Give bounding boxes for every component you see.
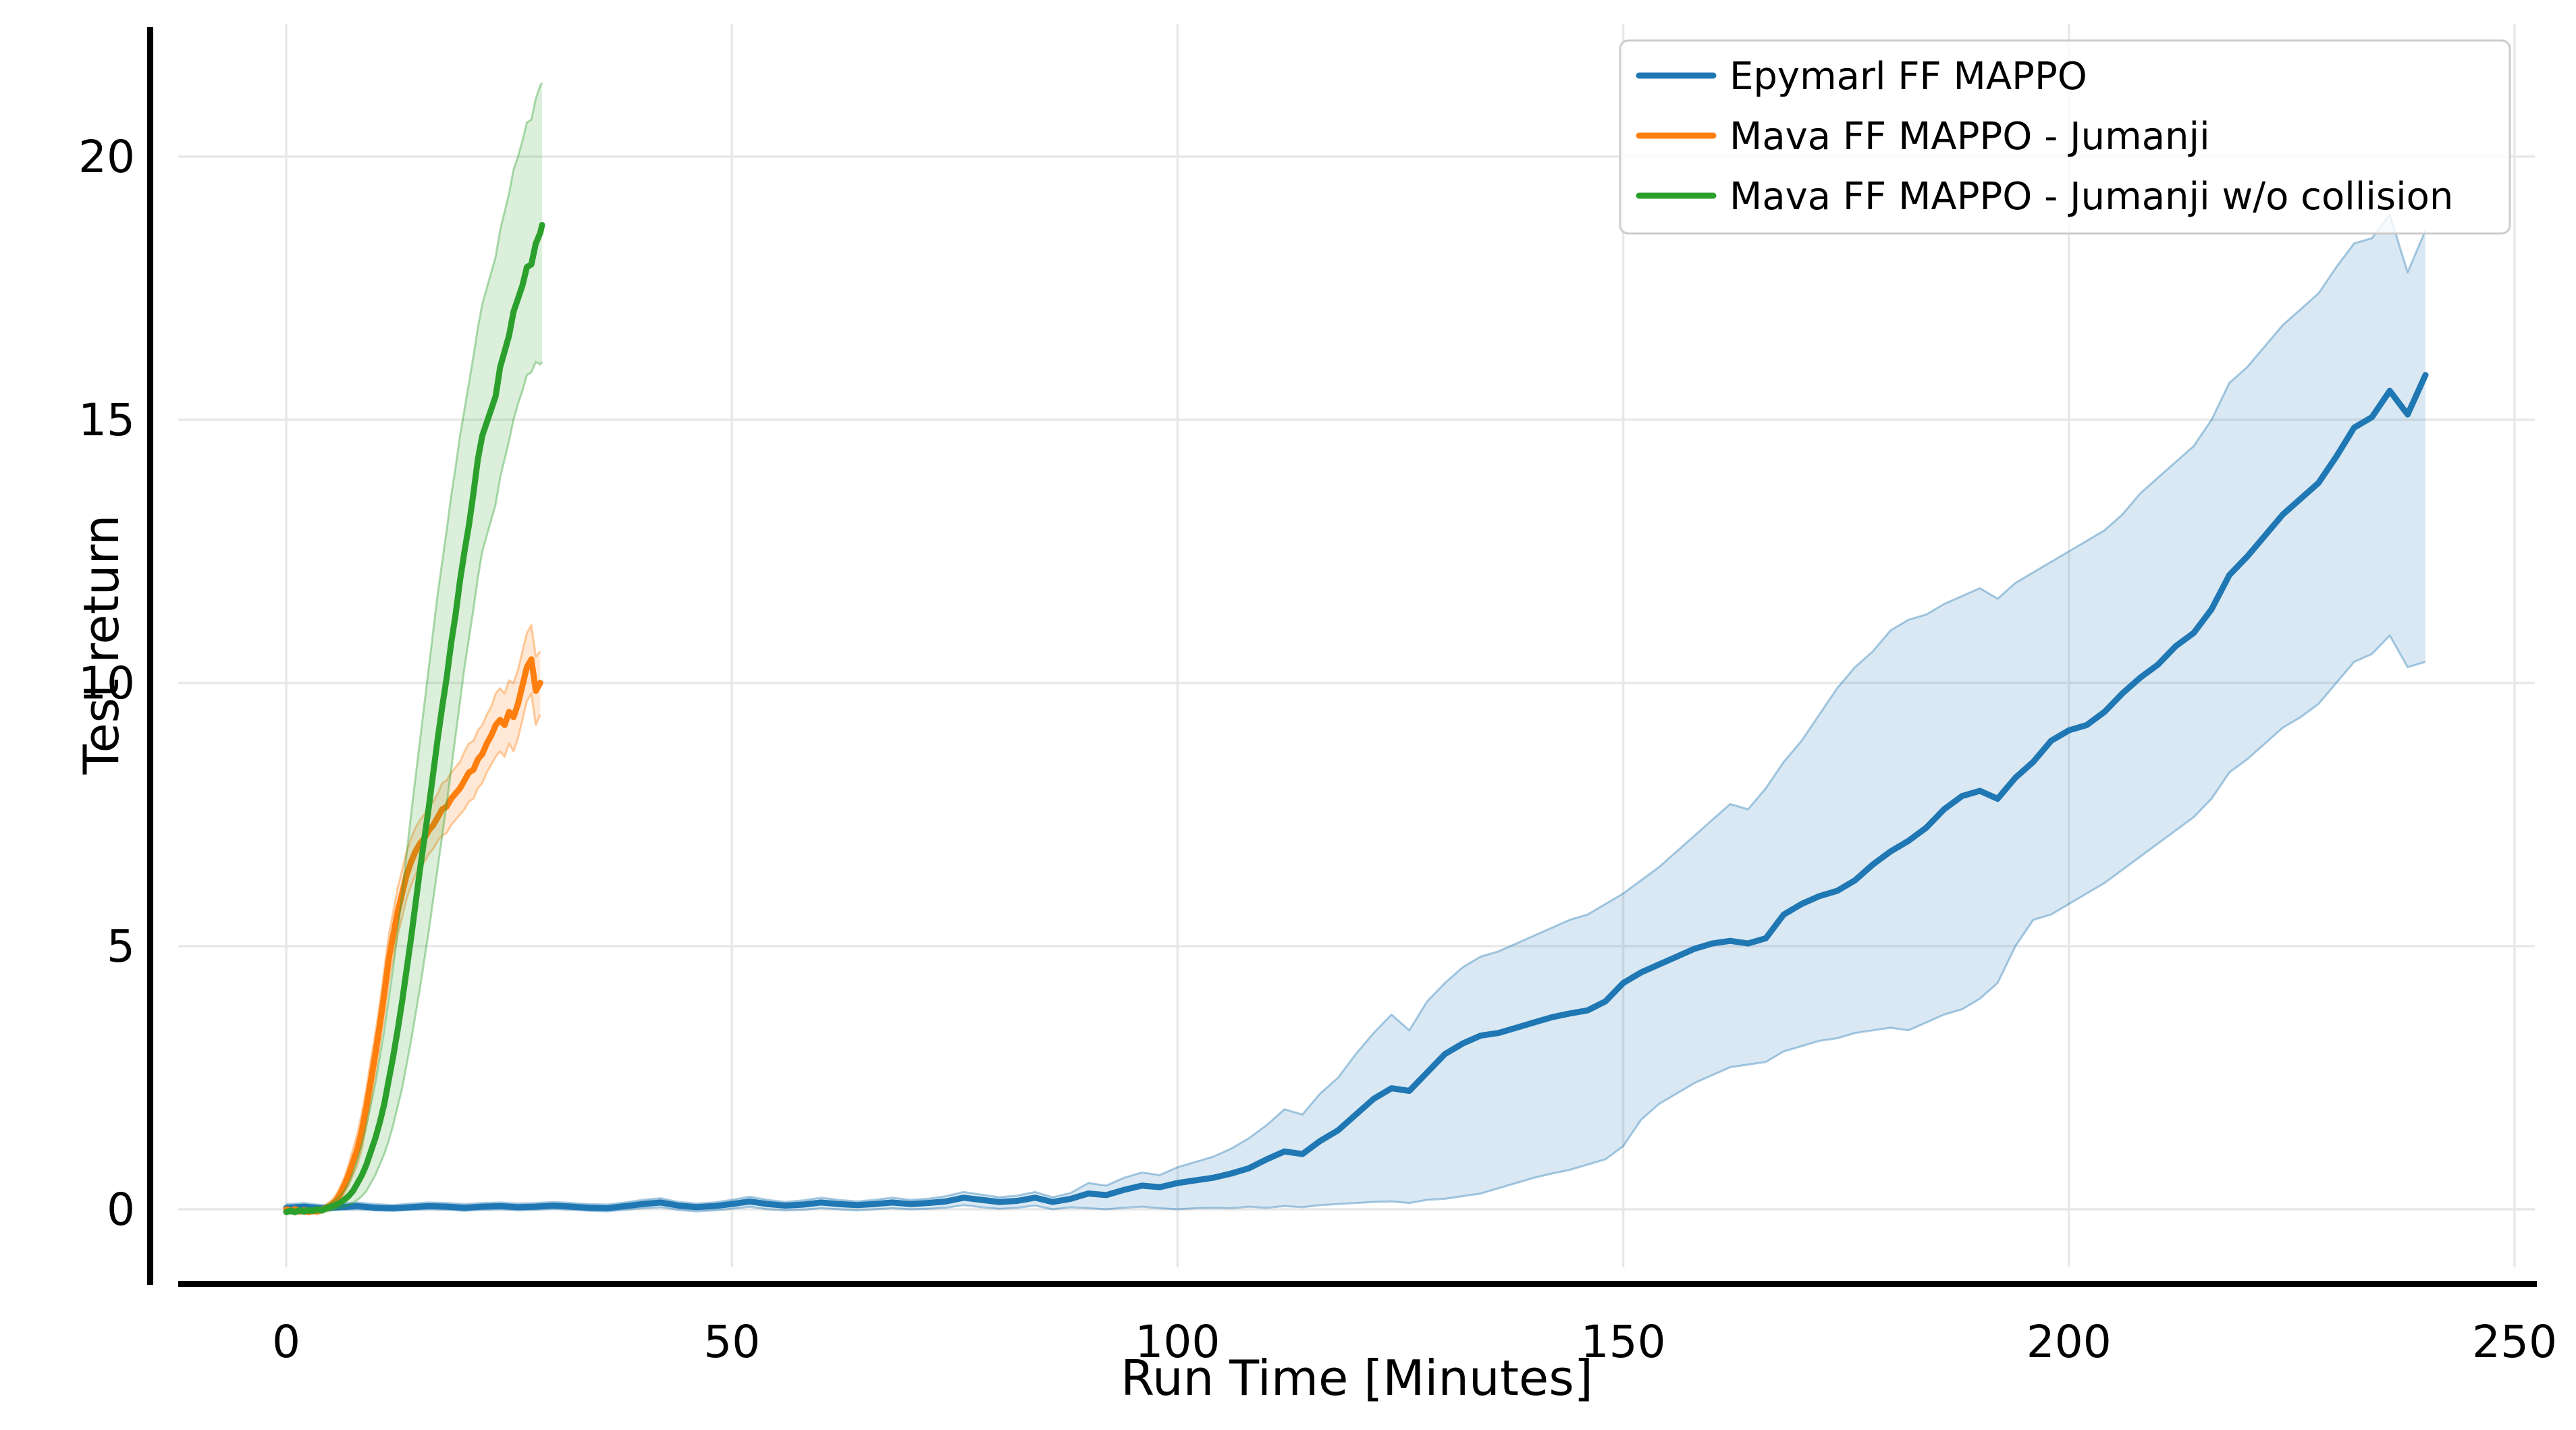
series-epymarl-ff-mappo bbox=[283, 213, 2429, 1213]
legend-label-mava-ff-mappo-jumanji: Mava FF MAPPO - Jumanji bbox=[1729, 115, 2210, 159]
legend: Epymarl FF MAPPO Mava FF MAPPO - Jumanji M… bbox=[1619, 39, 2511, 235]
band-upper-edge-epymarl-ff-mappo bbox=[286, 213, 2427, 1207]
band-upper-edge-mava-ff-mappo-jumanji bbox=[286, 624, 541, 1211]
band-lower-edge-mava-ff-mappo-jumanji-w-o-collision bbox=[286, 360, 543, 1216]
x-tick-label-0: 0 bbox=[272, 1316, 300, 1368]
x-axis-label: Run Time [Minutes] bbox=[1121, 1350, 1593, 1406]
x-axis-spine bbox=[178, 1281, 2537, 1287]
x-tick-label-100: 100 bbox=[1135, 1316, 1220, 1368]
x-tick-label-200: 200 bbox=[2027, 1316, 2112, 1368]
confidence-band-mava-ff-mappo-jumanji bbox=[286, 625, 541, 1215]
mean-line-epymarl-ff-mappo bbox=[283, 372, 2429, 1211]
series-mava-ff-mappo-jumanji-w-o-collision bbox=[283, 82, 545, 1216]
mean-line-mava-ff-mappo-jumanji-w-o-collision bbox=[283, 221, 545, 1215]
y-tick-label-0: 0 bbox=[107, 1184, 135, 1236]
y-axis-label: Test return bbox=[73, 515, 130, 775]
band-upper-edge-mava-ff-mappo-jumanji-w-o-collision bbox=[286, 82, 543, 1211]
x-tick-label-150: 150 bbox=[1581, 1316, 1666, 1368]
confidence-band-epymarl-ff-mappo bbox=[286, 214, 2425, 1212]
x-tick-label-50: 50 bbox=[703, 1316, 760, 1368]
y-tick-label-10: 10 bbox=[78, 657, 135, 709]
y-axis-spine bbox=[147, 27, 153, 1285]
band-lower-edge-epymarl-ff-mappo bbox=[286, 634, 2426, 1213]
y-tick-label-5: 5 bbox=[107, 920, 135, 972]
confidence-band-mava-ff-mappo-jumanji-w-o-collision bbox=[286, 82, 542, 1215]
legend-label-mava-ff-mappo-jumanji-w-o-collision: Mava FF MAPPO - Jumanji w/o collision bbox=[1729, 175, 2453, 219]
y-tick-label-15: 15 bbox=[78, 394, 135, 446]
x-tick-label-250: 250 bbox=[2472, 1316, 2557, 1368]
legend-label-epymarl-ff-mappo: Epymarl FF MAPPO bbox=[1729, 55, 2087, 99]
legend-box bbox=[1619, 39, 2511, 235]
y-tick-label-20: 20 bbox=[78, 131, 135, 183]
